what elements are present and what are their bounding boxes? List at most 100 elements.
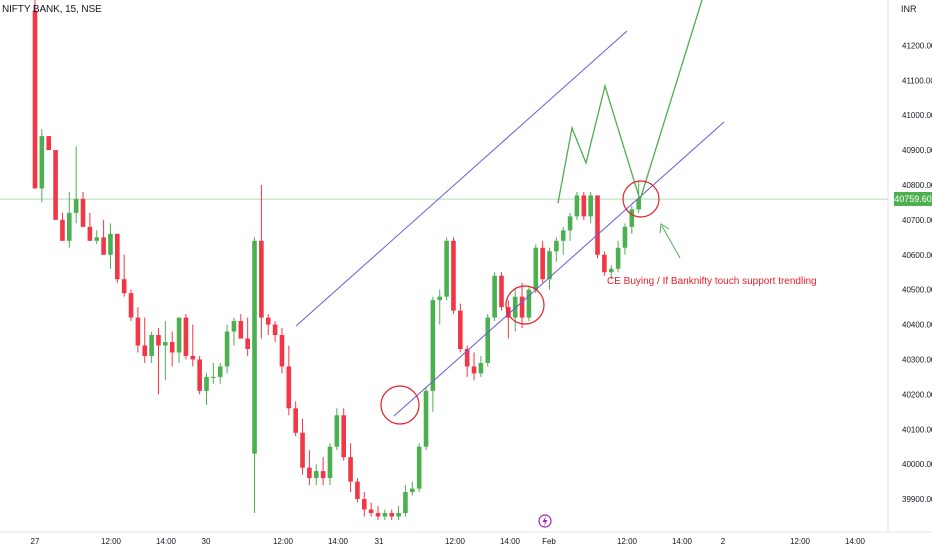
- candle: [389, 509, 395, 520]
- candle-body: [163, 342, 168, 346]
- candle: [204, 373, 209, 405]
- time-tick-label: 12:00: [617, 537, 638, 546]
- candle: [540, 240, 545, 283]
- candle: [142, 317, 148, 363]
- candle-body: [224, 331, 230, 367]
- candle: [471, 352, 477, 381]
- candle: [492, 272, 497, 322]
- candle-body: [211, 376, 216, 378]
- candle: [313, 464, 319, 486]
- symbol-title[interactable]: NIFTY BANK, 15, NSE: [2, 4, 102, 15]
- price-tick-label: 40500.00: [902, 286, 932, 295]
- candle-body: [471, 366, 477, 374]
- candle: [32, 0, 38, 189]
- lightning-event-icon[interactable]: [538, 514, 552, 528]
- candle-body: [169, 342, 175, 353]
- candle-body: [444, 240, 449, 297]
- candle-body: [259, 240, 264, 318]
- candle-body: [334, 415, 340, 447]
- candle-body: [307, 467, 312, 479]
- channel-upper-trendline[interactable]: [295, 30, 628, 327]
- support-circle-1[interactable]: [380, 385, 420, 425]
- annotation-text: CE Buying / If Banknifty touch support t…: [607, 276, 817, 287]
- candle: [121, 254, 127, 297]
- price-tick-label: 40000.00: [902, 460, 932, 469]
- candle-body: [581, 195, 587, 217]
- candle-body: [622, 226, 628, 248]
- candle-body: [149, 335, 154, 356]
- price-tick-label: 41000.00: [902, 111, 932, 120]
- time-tick-label: 14:00: [500, 537, 521, 546]
- candle: [629, 205, 635, 234]
- candle-body: [341, 415, 346, 458]
- candle: [46, 136, 52, 151]
- candle-body: [190, 355, 196, 360]
- candle-body: [142, 345, 148, 356]
- candle: [224, 324, 230, 374]
- time-tick-label: 14:00: [845, 537, 866, 546]
- projection-path[interactable]: [557, 0, 703, 204]
- candle-body: [156, 335, 161, 346]
- candle: [211, 362, 216, 384]
- candle-body: [554, 240, 559, 252]
- candle-body: [560, 230, 566, 241]
- candle: [355, 478, 360, 503]
- candle-body: [32, 10, 38, 189]
- candle-body: [94, 237, 100, 241]
- support-circle-3[interactable]: [622, 180, 660, 218]
- candle-body: [238, 321, 244, 339]
- candle-body: [73, 198, 79, 213]
- time-tick-label: 2: [721, 537, 726, 546]
- candle: [217, 362, 223, 384]
- candle-body: [499, 275, 504, 308]
- candle-body: [67, 212, 72, 241]
- candle-body: [526, 289, 532, 318]
- time-tick-label: 14:00: [328, 537, 349, 546]
- price-tick-label: 40400.00: [902, 321, 932, 330]
- candle: [615, 240, 621, 273]
- candle-body: [252, 240, 257, 454]
- candle-body: [389, 513, 395, 517]
- candle-body: [183, 317, 189, 356]
- candle: [595, 195, 600, 259]
- support-circle-2[interactable]: [505, 285, 545, 325]
- candle: [478, 355, 484, 377]
- candle: [341, 408, 346, 461]
- candle-body: [629, 209, 635, 227]
- candle: [176, 317, 182, 363]
- candle-body: [80, 198, 86, 227]
- channel-lower-trendline[interactable]: [393, 121, 725, 417]
- candle-body: [492, 275, 497, 318]
- price-tick-label: 40600.00: [902, 251, 932, 260]
- price-tick-label: 40900.00: [902, 146, 932, 155]
- candle: [574, 191, 580, 220]
- candle-body: [636, 198, 641, 210]
- candles: [32, 0, 641, 520]
- candle: [307, 450, 312, 486]
- candle-body: [382, 513, 388, 517]
- candle-body: [595, 195, 600, 255]
- candle-body: [272, 324, 278, 336]
- candle: [444, 237, 449, 301]
- candle: [149, 331, 154, 363]
- candle: [588, 191, 593, 224]
- candle-body: [361, 499, 367, 510]
- candle: [423, 387, 429, 451]
- candle: [87, 212, 93, 241]
- candle: [451, 237, 456, 315]
- price-tick-label: 40800.00: [902, 181, 932, 190]
- candle: [608, 265, 614, 280]
- candle-body: [327, 446, 333, 479]
- candle-body: [348, 457, 353, 482]
- annotation-arrow[interactable]: [659, 223, 681, 259]
- arrow-shaft: [661, 225, 681, 259]
- candle: [94, 230, 100, 245]
- time-axis[interactable]: 27 12:00 14:00 30 12:00 14:00 31 12:00 14:00 Feb 1…: [0, 531, 932, 546]
- candle: [554, 237, 559, 262]
- price-axis[interactable]: 41200.00 41100.00 41000.00 40900.00 40800.00…: [887, 0, 932, 550]
- candle-body: [231, 321, 237, 332]
- time-tick-label: 14:00: [156, 537, 177, 546]
- candle-body: [451, 240, 456, 311]
